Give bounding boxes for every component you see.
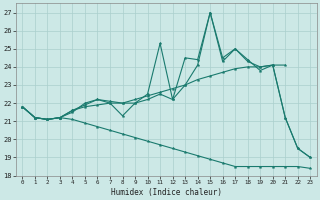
X-axis label: Humidex (Indice chaleur): Humidex (Indice chaleur) — [111, 188, 222, 197]
